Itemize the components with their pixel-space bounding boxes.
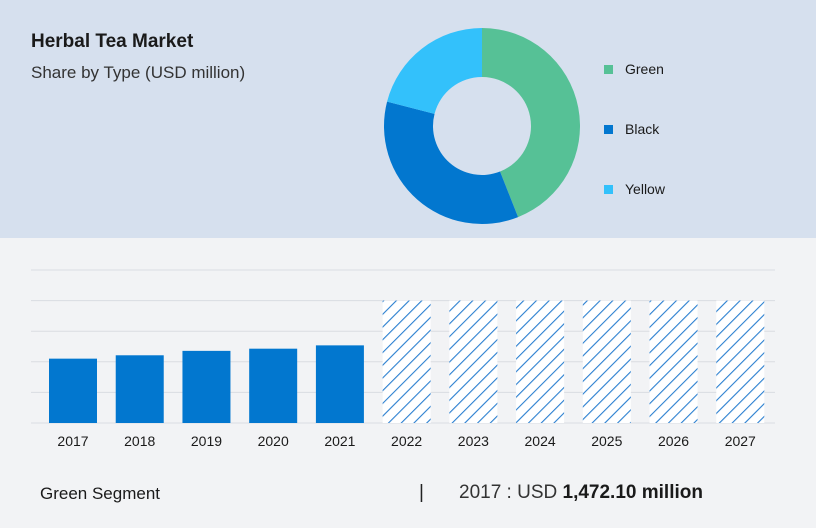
x-tick-label-2021: 2021 — [324, 433, 355, 449]
forecast-bar-2027 — [716, 300, 765, 423]
donut-slice-green — [482, 28, 580, 218]
donut-slice-black — [384, 101, 519, 225]
segment-value-amount: 1,472.10 million — [562, 482, 703, 503]
legend-label-yellow: Yellow — [625, 181, 665, 197]
chart-subtitle: Share by Type (USD million) — [31, 63, 246, 82]
x-tick-label-2018: 2018 — [124, 433, 155, 449]
legend-label-black: Black — [625, 121, 660, 137]
forecast-bar-2026 — [649, 300, 698, 423]
segment-value-prefix: 2017 : USD — [459, 482, 563, 503]
x-tick-label-2024: 2024 — [525, 433, 556, 449]
x-tick-label-2020: 2020 — [258, 433, 289, 449]
legend-swatch-yellow — [604, 184, 613, 194]
footer-separator: | — [419, 482, 424, 503]
x-tick-label-2019: 2019 — [191, 433, 222, 449]
legend-item-black: Black — [604, 118, 665, 140]
x-tick-label-2022: 2022 — [391, 433, 422, 449]
donut-legend: Green Black Yellow — [604, 58, 665, 238]
legend-item-yellow: Yellow — [604, 178, 665, 200]
x-tick-label-2017: 2017 — [57, 433, 88, 449]
legend-item-green: Green — [604, 58, 665, 80]
bar-2019 — [182, 350, 231, 423]
donut-slice-yellow — [387, 28, 482, 114]
segment-label: Green Segment — [40, 484, 161, 503]
bar-2017 — [49, 358, 97, 423]
bar-2018 — [115, 355, 164, 423]
forecast-bar-2022 — [382, 300, 431, 423]
x-tick-label-2025: 2025 — [591, 433, 622, 449]
chart-title: Herbal Tea Market — [31, 31, 194, 52]
legend-swatch-green — [604, 64, 613, 74]
forecast-bar-2025 — [582, 300, 631, 423]
forecast-bar-2024 — [516, 300, 565, 423]
x-tick-label-2023: 2023 — [458, 433, 489, 449]
forecast-bar-2023 — [449, 300, 498, 423]
x-tick-label-2026: 2026 — [658, 433, 689, 449]
bar-2021 — [315, 345, 364, 423]
segment-value: 2017 : USD 1,472.10 million — [459, 482, 703, 504]
bar-2020 — [249, 348, 298, 423]
bar-chart: 2017 2018 2019 2020 2021 2022 2023 2024 2025 2026… — [31, 269, 775, 449]
x-tick-label-2027: 2027 — [725, 433, 756, 449]
donut-chart — [384, 28, 580, 225]
legend-swatch-black — [604, 124, 613, 134]
legend-label-green: Green — [625, 61, 664, 77]
